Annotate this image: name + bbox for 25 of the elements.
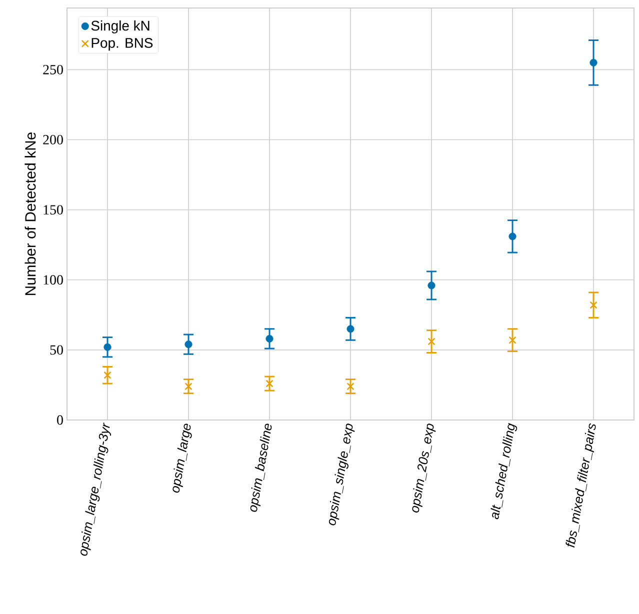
y-tick-label: 0 <box>57 415 63 425</box>
y-axis-title: Number of Detected kNe <box>24 132 36 296</box>
point <box>346 325 354 333</box>
y-tick-label: 200 <box>43 135 63 144</box>
y-tick-label: 150 <box>44 205 63 215</box>
point <box>590 301 598 309</box>
legend-label: Pop. BNS <box>92 38 153 51</box>
x-tick-label: opsim_baseline <box>250 424 272 512</box>
point <box>428 338 436 346</box>
point <box>590 58 598 66</box>
point <box>508 232 516 240</box>
point <box>184 382 192 390</box>
point <box>428 282 436 290</box>
legend-label: Single kN <box>91 20 150 34</box>
point <box>104 343 112 351</box>
y-tick-label: 50 <box>50 345 63 355</box>
point <box>266 380 274 388</box>
point <box>346 382 354 390</box>
point <box>184 340 192 348</box>
point <box>104 371 112 379</box>
x-tick-label: opsim_large <box>172 424 192 493</box>
point <box>266 334 274 343</box>
y-tick-label: 250 <box>43 64 63 74</box>
y-tick-label: 100 <box>44 275 63 285</box>
point <box>508 336 516 344</box>
